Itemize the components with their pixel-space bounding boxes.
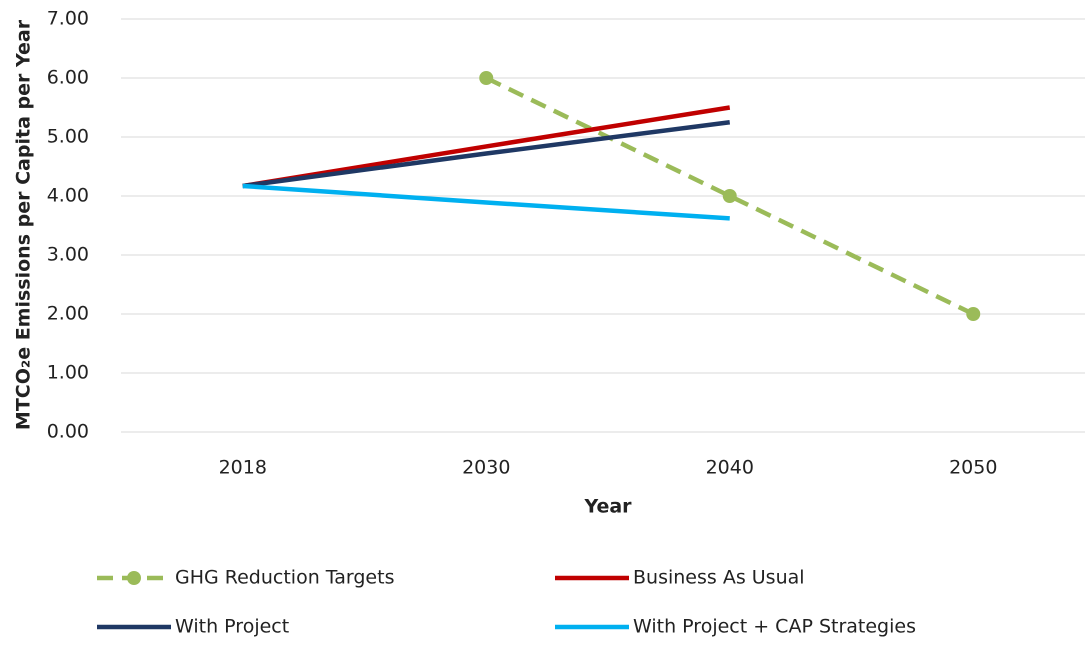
- series-line: [242, 183, 730, 221]
- x-tick-label: 2018: [219, 457, 267, 479]
- legend-label: With Project + CAP Strategies: [633, 616, 916, 638]
- x-tick-label: 2050: [949, 457, 997, 479]
- legend-label: GHG Reduction Targets: [175, 567, 394, 589]
- legend-label: With Project: [175, 616, 289, 638]
- y-tick-label: 5.00: [47, 126, 89, 148]
- y-tick-label: 7.00: [47, 8, 89, 30]
- y-axis-title: MTCO₂e Emissions per Capita per Year: [13, 19, 35, 430]
- y-tick-label: 3.00: [47, 244, 89, 266]
- y-tick-label: 1.00: [47, 362, 89, 384]
- series-marker: [479, 71, 494, 85]
- series-line: [242, 120, 731, 189]
- y-tick-label: 4.00: [47, 185, 89, 207]
- x-tick-label: 2040: [706, 457, 754, 479]
- series-line: [485, 75, 975, 317]
- legend-marker: [127, 571, 141, 585]
- y-tick-label: 0.00: [47, 421, 89, 443]
- series-line: [242, 105, 731, 189]
- series-marker: [722, 189, 737, 203]
- legend-label: Business As Usual: [633, 567, 805, 589]
- y-tick-label: 2.00: [47, 303, 89, 325]
- x-axis-title: Year: [583, 496, 632, 518]
- series-marker: [966, 307, 981, 321]
- x-tick-label: 2030: [462, 457, 510, 479]
- y-tick-label: 6.00: [47, 67, 89, 89]
